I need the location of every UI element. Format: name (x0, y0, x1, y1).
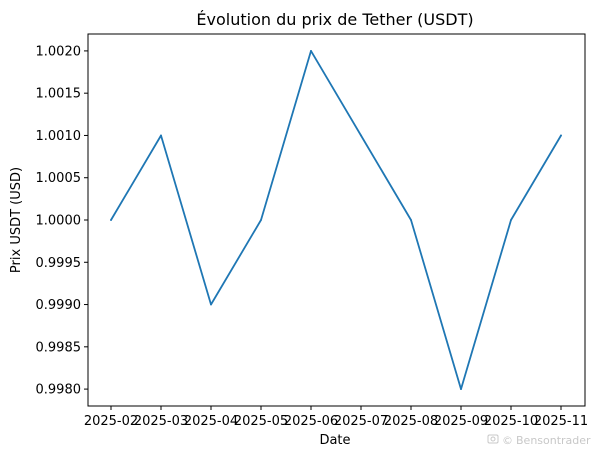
data-point (310, 50, 312, 52)
y-axis: 0.9980 0.9985 0.9990 0.9995 1.0000 1.0005 1.00… (36, 44, 88, 398)
data-point (210, 303, 212, 306)
x-tick-label: 2025-10 (484, 414, 538, 429)
x-axis-label: Date (319, 433, 350, 448)
camera-icon (487, 434, 499, 444)
x-axis: 2025-022025-032025-042025-052025-062025-… (84, 406, 588, 429)
y-tick-label: 1.0000 (36, 214, 82, 229)
y-tick-label: 1.0005 (36, 171, 82, 186)
y-tick-label: 0.9990 (36, 298, 82, 313)
x-tick-label: 2025-08 (384, 414, 438, 429)
x-tick-label: 2025-07 (334, 414, 388, 429)
watermark-text: Bensontrader (516, 434, 591, 447)
y-tick-label: 0.9995 (36, 256, 82, 271)
series-line (110, 50, 562, 391)
x-tick-label: 2025-11 (534, 414, 588, 429)
data-point (160, 134, 162, 137)
data-point (560, 134, 562, 137)
data-point (110, 219, 112, 221)
chart-title: Évolution du prix de Tether (USDT) (196, 10, 473, 29)
y-axis-label: Prix USDT (USD) (9, 167, 24, 273)
watermark: © Bensontrader (487, 434, 591, 447)
y-tick-label: 1.0010 (36, 129, 82, 144)
x-tick-label: 2025-09 (434, 414, 488, 429)
data-point (260, 219, 262, 221)
y-tick-label: 1.0020 (36, 44, 82, 59)
y-tick-label: 0.9980 (36, 383, 82, 398)
data-point (460, 388, 462, 390)
watermark-logo: © (502, 434, 513, 447)
series-layer (110, 50, 562, 391)
plot-frame (87, 33, 586, 407)
y-tick-label: 0.9985 (36, 340, 82, 355)
data-point (360, 134, 362, 137)
y-tick-label: 1.0015 (36, 87, 82, 102)
x-tick-label: 2025-03 (134, 414, 188, 429)
x-tick-label: 2025-05 (234, 414, 288, 429)
data-point (410, 219, 412, 221)
x-tick-label: 2025-04 (184, 414, 238, 429)
data-point (510, 219, 512, 221)
x-tick-label: 2025-06 (284, 414, 338, 429)
plot-area: 0.9980 0.9985 0.9990 0.9995 1.0000 1.0005 1.00… (36, 33, 588, 429)
x-tick-label: 2025-02 (84, 414, 138, 429)
